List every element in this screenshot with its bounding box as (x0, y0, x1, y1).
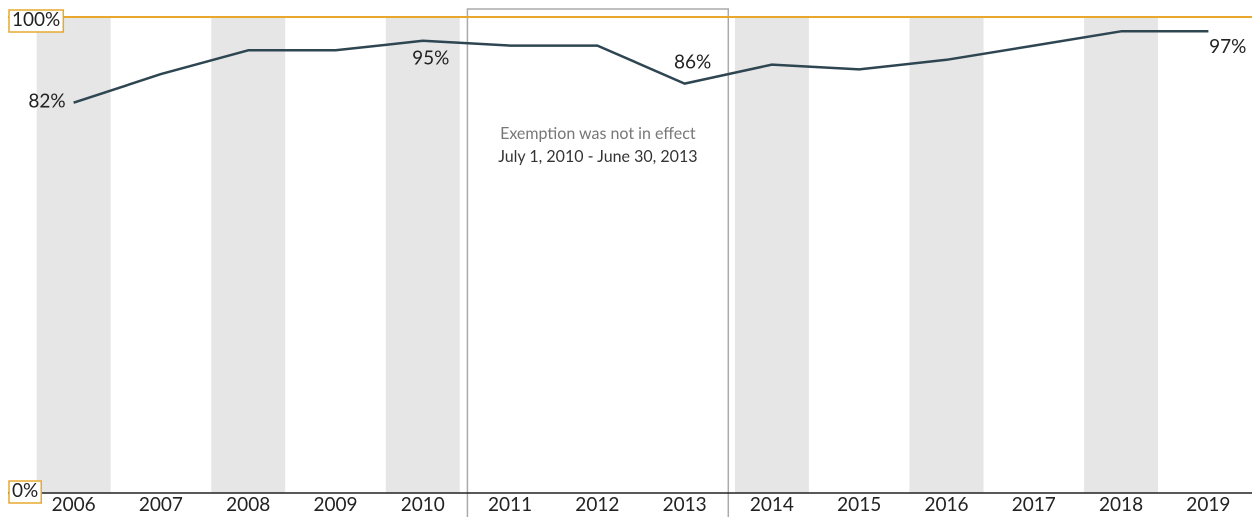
band (1084, 17, 1159, 493)
y-tick-box (8, 480, 42, 504)
x-tick-label: 2006 (52, 493, 96, 516)
x-tick-label: 2009 (313, 493, 357, 516)
x-tick-label: 2013 (663, 493, 707, 516)
band (909, 17, 984, 493)
x-tick-label: 2008 (226, 493, 270, 516)
data-label: 97% (1209, 35, 1246, 58)
x-tick-label: 2018 (1099, 493, 1143, 516)
annotation: July 1, 2010 - June 30, 2013 (498, 147, 697, 166)
y-tick-label: 0% (12, 479, 38, 502)
data-label: 82% (28, 89, 65, 112)
x-tick-label: 2015 (837, 493, 881, 516)
data-label: 95% (412, 47, 449, 70)
series-line (73, 30, 1209, 104)
band (36, 17, 111, 493)
x-tick-label: 2017 (1012, 493, 1056, 516)
band (211, 17, 286, 493)
annotation: Exemption was not in effect (500, 124, 696, 143)
data-label: 86% (674, 50, 711, 73)
x-tick-label: 2016 (924, 493, 968, 516)
x-tick-label: 2007 (139, 493, 183, 516)
band (734, 17, 809, 493)
exemption-box (466, 8, 730, 520)
x-tick-label: 2012 (575, 493, 619, 516)
x-tick-label: 2010 (401, 493, 445, 516)
x-tick-label: 2011 (488, 493, 532, 516)
y-tick-label: 100% (12, 8, 60, 31)
x-tick-label: 2014 (750, 493, 794, 516)
band (385, 17, 460, 493)
y-tick-box (8, 9, 65, 33)
x-tick-label: 2019 (1186, 493, 1230, 516)
